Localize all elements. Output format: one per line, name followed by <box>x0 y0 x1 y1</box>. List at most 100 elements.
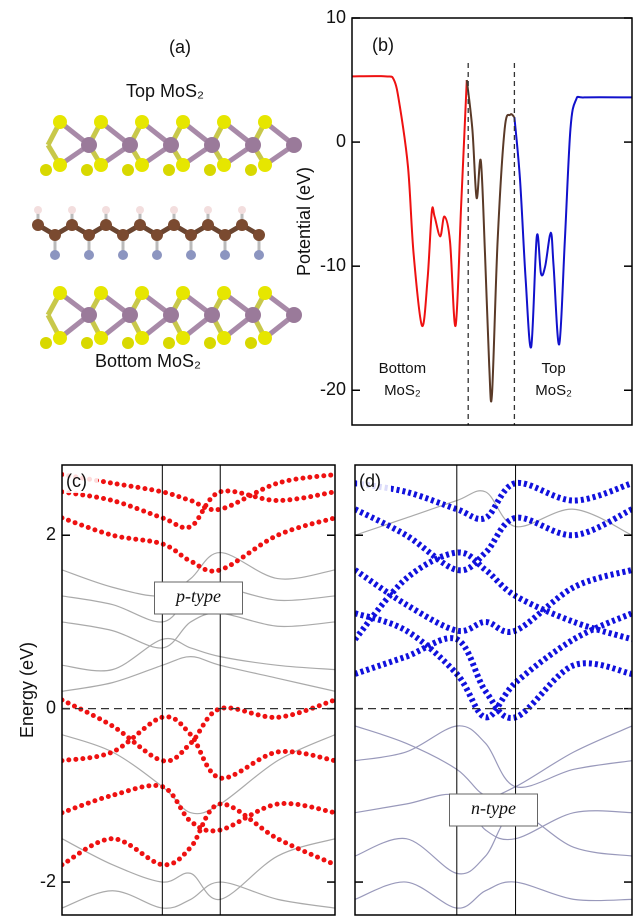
projected-band <box>355 635 632 721</box>
panel-label-bg <box>357 469 391 493</box>
s-atom <box>122 164 134 176</box>
s-atom <box>163 164 175 176</box>
s-atom <box>135 158 149 172</box>
s-atom <box>176 158 190 172</box>
c-atom <box>100 219 112 231</box>
n-atom <box>84 250 94 260</box>
s-atom <box>94 115 108 129</box>
x-tick-label: Γ <box>57 919 67 922</box>
y-tick-label: 2 <box>46 524 56 544</box>
y-tick-label: 0 <box>336 131 346 151</box>
type-label: p-type <box>174 586 221 606</box>
panel-label: (d) <box>359 471 381 491</box>
mo-atom <box>81 307 97 323</box>
mo-atom <box>204 137 220 153</box>
c-atom <box>236 219 248 231</box>
y-tick-label: -10 <box>320 255 346 275</box>
band <box>355 725 632 797</box>
projected-band <box>62 697 335 764</box>
s-atom <box>53 286 67 300</box>
c-atom <box>66 219 78 231</box>
c-atom <box>168 219 180 231</box>
potential-line <box>465 79 516 403</box>
projected-band <box>355 506 632 574</box>
n-atom <box>220 250 230 260</box>
c-atom <box>117 229 129 241</box>
h-atom <box>238 206 246 214</box>
s-atom <box>217 331 231 345</box>
s-atom <box>81 337 93 349</box>
y-tick-label: -20 <box>320 379 346 399</box>
projected-band <box>62 783 335 834</box>
s-atom <box>81 164 93 176</box>
band <box>62 637 335 672</box>
c-atom <box>185 229 197 241</box>
panel-label: (b) <box>372 35 394 55</box>
band <box>355 812 632 875</box>
panel-label: (a) <box>169 37 191 57</box>
s-atom <box>176 286 190 300</box>
type-label: n-type <box>471 798 516 818</box>
x-tick-label: K <box>214 919 227 922</box>
plot-frame <box>351 17 633 426</box>
plot-frame <box>354 464 633 916</box>
h-atom <box>34 206 42 214</box>
x-tick-label: K <box>509 919 522 922</box>
plot-area <box>355 480 632 909</box>
projected-band <box>62 714 335 781</box>
s-atom <box>258 158 272 172</box>
c-atom <box>134 219 146 231</box>
y-axis-label: Energy (eV) <box>17 642 37 738</box>
layer-label: Top MoS₂ <box>126 81 204 101</box>
s-atom <box>204 164 216 176</box>
mo-atom <box>163 307 179 323</box>
s-atom <box>217 115 231 129</box>
c-atom <box>83 229 95 241</box>
y-tick-label: -2 <box>40 871 56 891</box>
n-atom <box>50 250 60 260</box>
s-atom <box>40 164 52 176</box>
projected-band <box>62 472 335 513</box>
h-atom <box>102 206 110 214</box>
s-atom <box>258 331 272 345</box>
s-atom <box>258 286 272 300</box>
x-tick-label: M <box>154 919 170 922</box>
band <box>355 793 632 841</box>
y-tick-label: 0 <box>46 697 56 717</box>
mo-atom <box>81 137 97 153</box>
c-atom <box>32 219 44 231</box>
s-atom <box>53 115 67 129</box>
s-atom <box>217 158 231 172</box>
annotation: MoS₂ <box>535 382 572 399</box>
x-tick-label: M <box>449 919 465 922</box>
mo-atom <box>286 307 302 323</box>
s-atom <box>217 286 231 300</box>
s-atom <box>176 331 190 345</box>
projected-band <box>355 549 632 643</box>
n-atom <box>152 250 162 260</box>
s-atom <box>122 337 134 349</box>
s-atom <box>40 337 52 349</box>
s-atom <box>53 158 67 172</box>
c-atom <box>219 229 231 241</box>
mo-atom <box>163 137 179 153</box>
projected-band <box>62 488 335 531</box>
annotation: MoS₂ <box>384 382 421 399</box>
label-box <box>154 581 243 615</box>
projected-band <box>62 801 335 868</box>
h-atom <box>136 206 144 214</box>
s-atom <box>135 115 149 129</box>
s-atom <box>176 115 190 129</box>
potential-line <box>513 95 632 349</box>
h-atom <box>204 206 212 214</box>
x-tick-label: Γ <box>627 919 635 922</box>
s-atom <box>245 164 257 176</box>
mo-atom <box>245 137 261 153</box>
band <box>62 612 335 649</box>
c-atom <box>151 229 163 241</box>
band <box>355 725 632 788</box>
potential-line <box>352 75 468 327</box>
s-atom <box>53 331 67 345</box>
mo-atom <box>204 307 220 323</box>
band <box>62 881 335 909</box>
